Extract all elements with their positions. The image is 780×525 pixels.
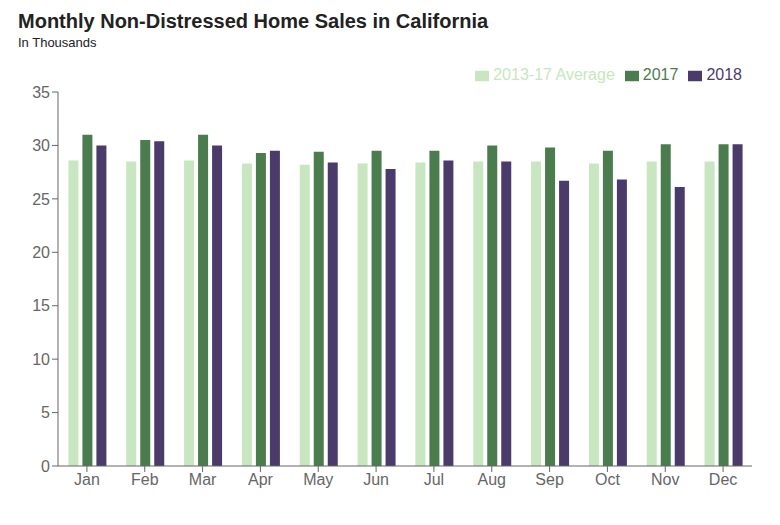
svg-text:Aug: Aug xyxy=(478,471,506,488)
svg-text:Sep: Sep xyxy=(535,471,564,488)
svg-text:Nov: Nov xyxy=(651,471,679,488)
svg-text:0: 0 xyxy=(41,458,50,475)
html-text:2017: 2017 xyxy=(642,66,679,83)
svg-text:Mar: Mar xyxy=(189,471,217,488)
html-text:2018: 2018 xyxy=(706,66,742,83)
svg-text:Jan: Jan xyxy=(74,471,100,488)
svg-text:10: 10 xyxy=(32,351,50,368)
svg-text:May: May xyxy=(303,471,333,488)
svg-text:20: 20 xyxy=(32,244,50,261)
svg-text:25: 25 xyxy=(32,191,50,208)
svg-text:15: 15 xyxy=(32,297,50,314)
svg-text:Apr: Apr xyxy=(248,471,274,488)
svg-text:5: 5 xyxy=(41,404,50,421)
svg-text:35: 35 xyxy=(32,84,50,101)
svg-text:Dec: Dec xyxy=(709,471,737,488)
svg-text:Jun: Jun xyxy=(363,471,389,488)
html-text:In Thousands: In Thousands xyxy=(18,35,97,50)
svg-text:Oct: Oct xyxy=(595,471,620,488)
html-text:Monthly Non-Distressed Home Sa: Monthly Non-Distressed Home Sales in Cal… xyxy=(18,10,489,32)
svg-text:30: 30 xyxy=(32,137,50,154)
svg-text:Feb: Feb xyxy=(131,471,159,488)
html-text:2013-17 Average: 2013-17 Average xyxy=(493,66,615,83)
svg-text:Jul: Jul xyxy=(424,471,444,488)
